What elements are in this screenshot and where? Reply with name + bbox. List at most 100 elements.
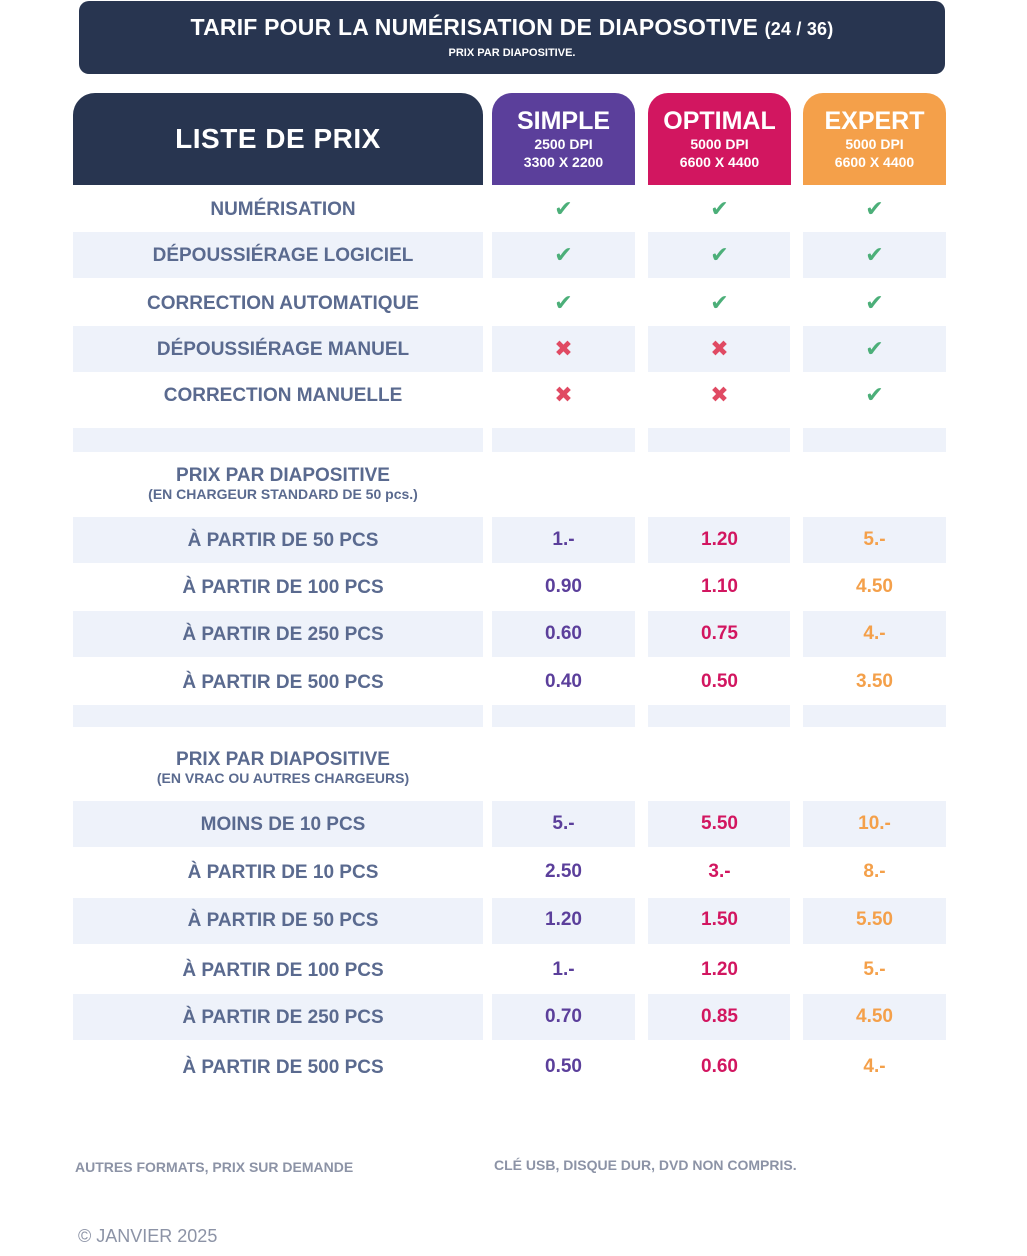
section-heading: PRIX PAR DIAPOSITIVE <box>176 749 390 770</box>
copyright: © JANVIER 2025 <box>78 1226 218 1246</box>
feature-label: DÉPOUSSIÉRAGE LOGICIEL <box>152 245 414 266</box>
section-subheading: (EN VRAC OU AUTRES CHARGEURS) <box>156 770 410 786</box>
check-icon: ✔ <box>865 196 884 221</box>
row-shading <box>648 326 790 372</box>
row-shading <box>648 898 790 944</box>
price-expert: 4.50 <box>856 1006 893 1027</box>
price-optimal: 5.50 <box>701 813 738 834</box>
price-expert: 5.- <box>863 529 886 550</box>
price-optimal: 1.10 <box>701 576 738 597</box>
plan-resolution: 3300 X 2200 <box>523 154 604 170</box>
plan-dpi: 5000 DPI <box>690 136 749 152</box>
price-simple: 5.- <box>552 813 575 834</box>
price-expert: 10.- <box>858 813 891 834</box>
row-shading <box>803 994 946 1040</box>
section-subheading: (EN CHARGEUR STANDARD DE 50 pcs.) <box>148 486 418 502</box>
banner-title-suffix: (24 / 36) <box>764 19 834 39</box>
plan-dpi: 2500 DPI <box>534 136 593 152</box>
cross-icon: ✖ <box>554 336 573 361</box>
row-shading <box>492 326 635 372</box>
quantity-label: À PARTIR DE 100 PCS <box>182 960 384 981</box>
row-shading <box>492 611 635 657</box>
price-optimal: 1.50 <box>701 909 738 930</box>
row-shading <box>73 611 483 657</box>
check-icon: ✔ <box>710 290 729 315</box>
price-simple: 0.60 <box>545 623 582 644</box>
price-simple: 1.- <box>552 529 575 550</box>
column-header-optimal: OPTIMAL 5000 DPI 6600 X 4400 <box>648 93 791 185</box>
check-icon: ✔ <box>865 242 884 267</box>
price-expert: 5.50 <box>856 909 893 930</box>
column-header-simple: SIMPLE 2500 DPI 3300 X 2200 <box>492 93 635 185</box>
price-optimal: 0.50 <box>701 671 738 692</box>
quantity-label: À PARTIR DE 250 PCS <box>182 624 384 645</box>
feature-label: NUMÉRISATION <box>210 199 356 220</box>
check-icon: ✔ <box>710 242 729 267</box>
row-shading <box>73 705 483 727</box>
row-shading <box>492 232 635 278</box>
plan-resolution: 6600 X 4400 <box>834 154 915 170</box>
section-title-bulk: PRIX PAR DIAPOSITIVE (EN VRAC OU AUTRES … <box>73 749 493 787</box>
row-shading <box>803 898 946 944</box>
price-optimal: 1.20 <box>701 959 738 980</box>
quantity-label: À PARTIR DE 250 PCS <box>182 1007 384 1028</box>
check-icon: ✔ <box>865 290 884 315</box>
row-shading <box>803 705 946 727</box>
cross-icon: ✖ <box>710 382 729 407</box>
price-simple: 2.50 <box>545 861 582 882</box>
plan-name: EXPERT <box>824 107 925 135</box>
row-shading <box>648 611 790 657</box>
plan-dpi: 5000 DPI <box>845 136 904 152</box>
price-expert: 4.- <box>863 623 886 644</box>
section-title-standard: PRIX PAR DIAPOSITIVE (EN CHARGEUR STANDA… <box>73 465 493 503</box>
row-shading <box>73 232 483 278</box>
row-shading <box>492 428 635 452</box>
feature-label: DÉPOUSSIÉRAGE MANUEL <box>156 339 410 360</box>
price-expert: 4.- <box>863 1056 886 1077</box>
row-shading <box>492 801 635 847</box>
plan-name: OPTIMAL <box>663 107 776 135</box>
price-simple: 0.50 <box>545 1056 582 1077</box>
row-shading <box>803 611 946 657</box>
price-optimal: 1.20 <box>701 529 738 550</box>
row-shading <box>73 428 483 452</box>
price-expert: 4.50 <box>856 576 893 597</box>
price-expert: 8.- <box>863 861 886 882</box>
row-shading <box>803 517 946 563</box>
banner-title-main: TARIF POUR LA NUMÉRISATION DE DIAPOSOTIV… <box>190 14 759 40</box>
cross-icon: ✖ <box>554 382 573 407</box>
row-shading <box>648 994 790 1040</box>
row-shading <box>73 994 483 1040</box>
banner-title: TARIF POUR LA NUMÉRISATION DE DIAPOSOTIV… <box>79 14 945 41</box>
price-simple: 1.20 <box>545 909 582 930</box>
price-optimal: 0.75 <box>701 623 738 644</box>
column-header-expert: EXPERT 5000 DPI 6600 X 4400 <box>803 93 946 185</box>
feature-label: CORRECTION AUTOMATIQUE <box>147 293 419 314</box>
banner-subtitle: PRIX PAR DIAPOSITIVE. <box>448 47 576 59</box>
footer-note-formats: AUTRES FORMATS, PRIX SUR DEMANDE <box>75 1159 354 1175</box>
quantity-label: À PARTIR DE 500 PCS <box>182 1057 384 1078</box>
row-shading <box>492 994 635 1040</box>
price-expert: 5.- <box>863 959 886 980</box>
row-shading <box>73 898 483 944</box>
row-shading <box>73 326 483 372</box>
section-heading: PRIX PAR DIAPOSITIVE <box>176 465 390 486</box>
price-optimal: 0.85 <box>701 1006 738 1027</box>
footer-note-media: CLÉ USB, DISQUE DUR, DVD NON COMPRIS. <box>494 1157 797 1173</box>
check-icon: ✔ <box>865 382 884 407</box>
price-simple: 0.90 <box>545 576 582 597</box>
price-optimal: 3.- <box>708 861 731 882</box>
plan-name: SIMPLE <box>516 107 611 135</box>
row-shading <box>492 517 635 563</box>
quantity-label: À PARTIR DE 50 PCS <box>187 530 379 551</box>
row-shading <box>648 232 790 278</box>
quantity-label: À PARTIR DE 10 PCS <box>187 862 379 883</box>
row-shading <box>648 428 790 452</box>
row-shading <box>73 517 483 563</box>
check-icon: ✔ <box>554 290 573 315</box>
check-icon: ✔ <box>865 336 884 361</box>
price-optimal: 0.60 <box>701 1056 738 1077</box>
title-banner: TARIF POUR LA NUMÉRISATION DE DIAPOSOTIV… <box>79 1 945 74</box>
check-icon: ✔ <box>554 242 573 267</box>
row-shading <box>492 898 635 944</box>
